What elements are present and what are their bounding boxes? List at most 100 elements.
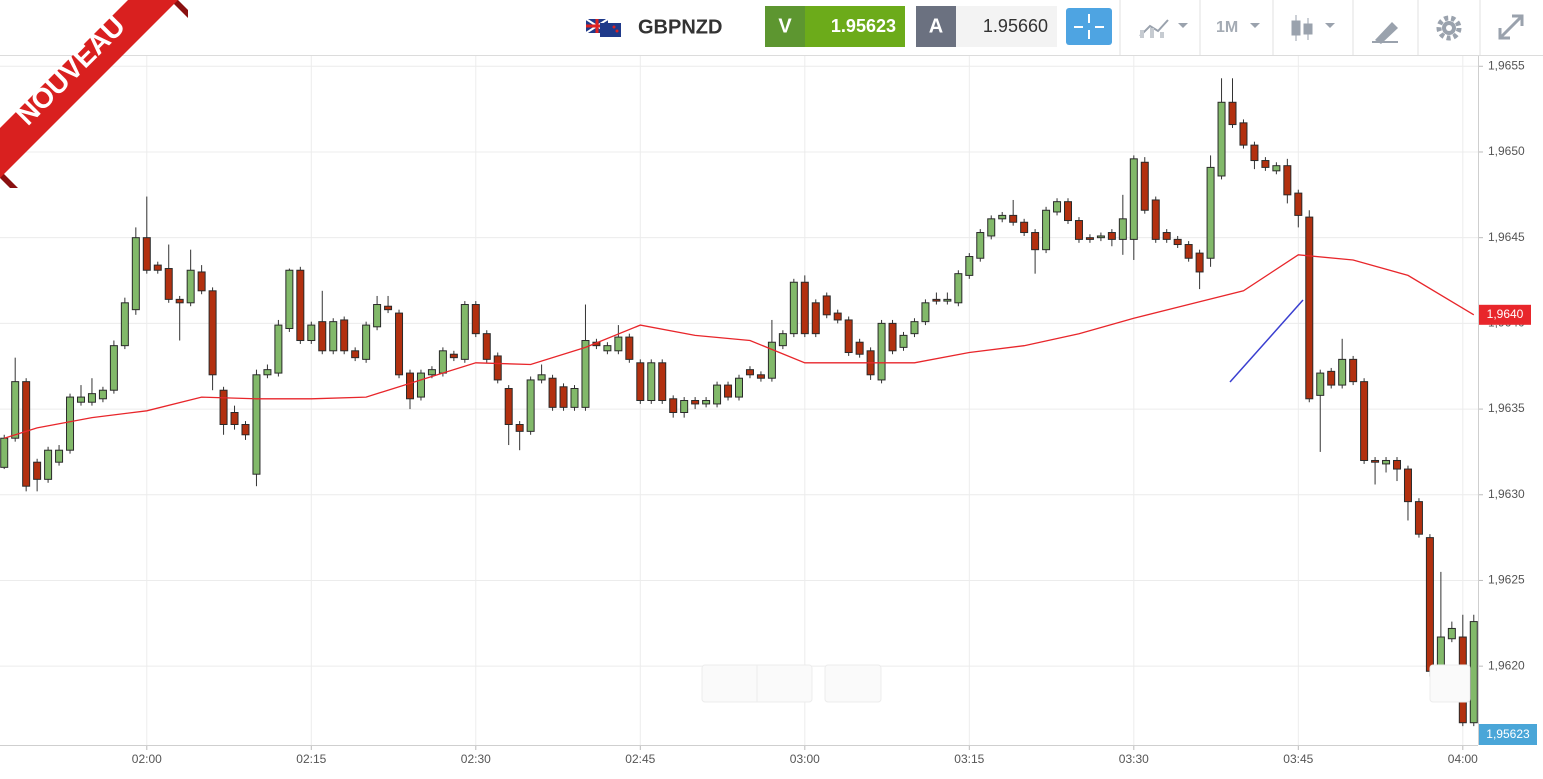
candle-body <box>954 273 963 304</box>
candle-body <box>877 322 886 381</box>
flag <box>585 18 621 37</box>
candle-body <box>307 324 316 342</box>
candle-body <box>1195 252 1204 273</box>
candle-body <box>1064 201 1073 222</box>
candle-body <box>55 449 64 463</box>
candle-body <box>1316 372 1325 396</box>
toolbar-separators <box>1119 0 1481 55</box>
x-tick-label: 03:00 <box>790 752 820 766</box>
candle-body <box>263 369 272 376</box>
candle-body <box>1107 232 1116 240</box>
candle-body <box>1228 101 1237 126</box>
candle-body <box>625 336 634 360</box>
candle-body <box>921 302 930 323</box>
timeframe[interactable]: 1M <box>1216 19 1238 36</box>
candle-type-button[interactable] <box>1291 15 1335 41</box>
candle-body <box>1403 468 1412 503</box>
candle-body <box>976 232 985 259</box>
candle-body <box>66 396 75 451</box>
candle-body <box>537 374 546 381</box>
timeframe-caret <box>1250 23 1260 28</box>
candle-body <box>1305 216 1314 400</box>
candle-body <box>1053 201 1062 213</box>
candle-body <box>362 324 371 360</box>
candle-body <box>844 319 853 354</box>
x-tick-label: 02:00 <box>132 752 162 766</box>
candle-body <box>1206 166 1215 259</box>
candle-body <box>822 295 831 316</box>
candle-body <box>186 269 195 304</box>
candle-body <box>548 377 557 408</box>
x-tick-label: 02:30 <box>461 752 491 766</box>
candle-body <box>570 388 579 408</box>
y-tick-label: 1,9630 <box>1488 487 1525 501</box>
candle-body <box>318 321 327 352</box>
y-tick-label: 1,9650 <box>1488 144 1525 158</box>
ma-label: 1,9640 <box>1487 307 1524 321</box>
fullscreen-button[interactable] <box>1498 14 1524 40</box>
candle-body <box>1217 101 1226 177</box>
candle-body <box>1250 144 1259 162</box>
candle-body <box>1085 237 1094 240</box>
candle-body <box>614 336 623 352</box>
x-tick-label: 04:00 <box>1448 752 1478 766</box>
candle-body <box>1074 220 1083 240</box>
trend-line <box>1229 299 1304 383</box>
candles <box>0 78 1478 727</box>
candle-body <box>899 334 908 348</box>
navigation-boxes <box>701 664 1471 703</box>
candle-body <box>888 322 897 352</box>
crosshair-button[interactable] <box>1066 8 1112 45</box>
ask-bg[interactable] <box>956 6 1057 47</box>
candle-body <box>44 449 53 480</box>
candle-body <box>1031 232 1040 251</box>
candle-body <box>241 423 250 436</box>
candle-body <box>296 269 305 342</box>
bid-label: V <box>778 15 792 37</box>
crosshair-icon <box>1074 14 1104 39</box>
candle-body <box>559 386 568 408</box>
x-tick-label: 03:30 <box>1119 752 1149 766</box>
candle-body <box>87 393 96 403</box>
ask-label-bg[interactable] <box>916 6 956 47</box>
y-tick-label: 1,9625 <box>1488 573 1525 587</box>
candle-body <box>745 369 754 376</box>
candle-body <box>11 381 20 439</box>
candle-body <box>460 304 469 360</box>
candle-body <box>1469 621 1478 724</box>
candle-body <box>252 374 261 475</box>
drawing-button[interactable] <box>1372 22 1398 44</box>
candle-body <box>1349 358 1358 383</box>
candle-body <box>285 269 294 330</box>
candle-body <box>109 345 118 391</box>
candle-body <box>153 264 162 271</box>
candle-body <box>1261 160 1270 168</box>
ask-price: 1.95660 <box>983 16 1048 36</box>
candle-body <box>329 321 338 352</box>
candle-body <box>910 321 919 335</box>
last-price-label: 1,95623 <box>1486 727 1530 741</box>
candle-body <box>800 281 809 335</box>
candle-body <box>636 362 645 401</box>
bid-bg[interactable] <box>805 6 905 47</box>
toolbar: GBPNZD V 1.95623 A 1.95660 1M <box>0 0 1543 56</box>
candle-body <box>1020 221 1029 234</box>
candle-body <box>175 298 184 304</box>
chart-type-button[interactable] <box>1139 19 1188 38</box>
settings-button[interactable] <box>1436 15 1462 41</box>
candle-body <box>1425 537 1434 672</box>
candle-body <box>943 298 952 302</box>
candle-body <box>1129 158 1138 240</box>
candle-body <box>471 304 480 335</box>
candle-body <box>756 374 765 379</box>
candle-body <box>1327 370 1336 386</box>
candle-body <box>1184 244 1193 259</box>
candle-body <box>1118 218 1127 240</box>
candle-body <box>1096 235 1105 239</box>
candle-body <box>1272 165 1281 172</box>
candle-body <box>197 271 206 292</box>
candle-body <box>1239 122 1248 146</box>
plot: 1,9620 1,9625 1,9630 1,9635 1,9640 1,9645 1,96… <box>0 56 1525 766</box>
bid-label-bg[interactable] <box>765 6 805 47</box>
candle-body <box>1360 381 1369 461</box>
